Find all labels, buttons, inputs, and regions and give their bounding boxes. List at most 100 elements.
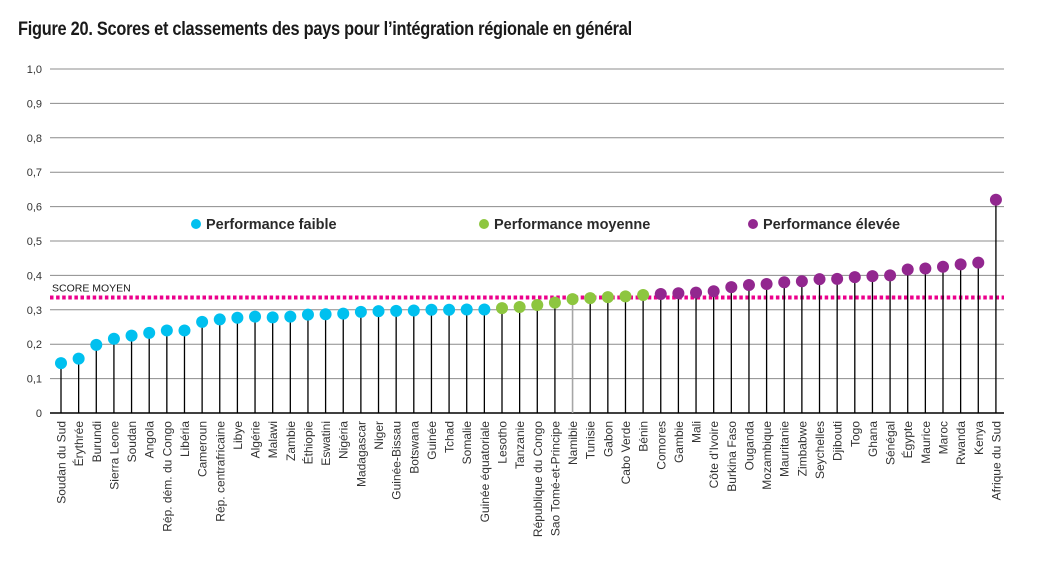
x-tick-label: Gambie — [672, 421, 686, 463]
data-point — [125, 329, 138, 342]
x-tick-label: Cameroun — [196, 421, 210, 477]
data-point — [513, 301, 526, 314]
average-score: SCORE MOYEN — [50, 283, 1004, 300]
data-point — [107, 332, 120, 345]
x-tick-label: Sénégal — [884, 421, 898, 465]
x-tick-label: Maroc — [937, 421, 951, 454]
x-tick-label: Sao Tomé-et-Principe — [548, 421, 562, 536]
legend-marker-moyenne — [479, 219, 489, 229]
x-tick-label: Algérie — [249, 421, 263, 459]
data-point — [919, 262, 932, 275]
data-point — [266, 311, 279, 324]
data-point — [831, 272, 844, 285]
data-point — [566, 293, 579, 306]
legend-label-moyenne: Performance moyenne — [494, 217, 650, 233]
x-tick-label: Rép. dém. du Congo — [160, 421, 174, 532]
x-tick-label: Zambie — [284, 421, 298, 461]
x-tick-label: Eswatini — [319, 421, 333, 466]
data-point — [531, 298, 544, 311]
x-tick-label: Madagascar — [354, 421, 368, 487]
data-point — [249, 310, 262, 323]
x-tick-label: République du Congo — [531, 421, 545, 537]
x-tick-label: Érythrée — [71, 421, 86, 467]
y-axis-ticks: 0 0,1 0,2 0,3 0,4 0,5 0,6 0,7 0,8 0,9 1,0 — [27, 64, 42, 420]
x-tick-label: Guinée-Bissau — [390, 421, 404, 500]
data-point — [778, 276, 791, 289]
data-point — [407, 304, 420, 317]
data-point — [584, 292, 597, 305]
data-point — [707, 285, 720, 298]
figure-title: Figure 20. Scores et classements des pay… — [18, 19, 632, 40]
data-point — [848, 271, 861, 284]
y-tick-label: 0,9 — [27, 98, 42, 110]
data-point — [478, 303, 491, 316]
legend-label-faible: Performance faible — [206, 217, 337, 233]
data-point — [813, 273, 826, 286]
data-point — [795, 275, 808, 288]
data-point — [178, 324, 191, 337]
x-tick-label: Tunisie — [584, 421, 598, 460]
x-tick-label: Kenya — [972, 421, 986, 455]
x-tick-label: Togo — [848, 421, 862, 447]
x-tick-label: Soudan — [125, 421, 139, 462]
y-tick-label: 0,8 — [27, 133, 42, 145]
y-tick-label: 1,0 — [27, 64, 42, 76]
x-tick-label: Angola — [143, 421, 157, 459]
data-point — [954, 258, 967, 271]
x-tick-label: Djibouti — [831, 421, 845, 461]
x-tick-label: Gabon — [601, 421, 615, 457]
data-point — [672, 287, 685, 300]
data-point — [637, 289, 650, 302]
data-point — [496, 302, 508, 315]
data-point — [989, 193, 1002, 206]
data-point — [725, 281, 738, 294]
x-tick-label: Mozambique — [760, 421, 774, 490]
data-point — [143, 326, 156, 339]
data-point — [601, 291, 614, 304]
x-tick-label: Bénin — [637, 421, 651, 452]
data-point — [866, 270, 879, 283]
data-point — [55, 357, 67, 370]
x-tick-label: Niger — [372, 421, 386, 450]
data-point — [425, 303, 438, 316]
x-tick-label: Seychelles — [813, 421, 827, 479]
data-point — [354, 305, 367, 318]
y-tick-label: 0,6 — [27, 202, 42, 214]
x-tick-label: Libye — [231, 421, 245, 450]
x-tick-label: Somalie — [460, 421, 474, 465]
x-tick-label: Soudan du Sud — [55, 421, 69, 504]
x-tick-label: Burkina Faso — [725, 421, 739, 492]
data-point — [443, 303, 456, 316]
legend-marker-faible — [191, 219, 201, 229]
data-point — [372, 305, 385, 318]
data-point — [654, 287, 667, 300]
average-label: SCORE MOYEN — [52, 283, 131, 295]
x-tick-label: Nigéria — [337, 421, 351, 459]
x-tick-label: Lesotho — [496, 421, 510, 464]
data-point — [884, 269, 897, 282]
data-point — [390, 304, 403, 317]
x-tick-label: Mauritanie — [778, 421, 792, 477]
stems — [60, 199, 997, 413]
data-point — [619, 290, 632, 303]
x-tick-label: Tanzanie — [513, 421, 527, 469]
x-tick-label: Ghana — [866, 421, 880, 457]
data-point — [742, 279, 755, 292]
x-tick-label: Cabo Verde — [619, 421, 633, 485]
x-tick-label: Burundi — [90, 421, 104, 462]
data-point — [213, 313, 226, 326]
x-tick-label: Afrique du Sud — [989, 421, 1003, 500]
x-axis-labels: Soudan du Sud Érythrée Burundi Sierra Leone… — [55, 421, 1004, 537]
y-tick-label: 0,3 — [27, 305, 42, 317]
y-tick-label: 0,1 — [27, 374, 42, 386]
x-tick-label: Guinée équatoriale — [478, 421, 492, 523]
data-point — [319, 308, 332, 321]
x-tick-label: Botswana — [407, 421, 421, 474]
data-point — [284, 310, 297, 323]
data-point — [760, 278, 773, 290]
x-tick-label: Sierra Leone — [107, 421, 121, 490]
data-point — [548, 296, 561, 309]
x-tick-label: Ouganda — [742, 421, 756, 471]
x-tick-label: Rwanda — [954, 421, 968, 465]
